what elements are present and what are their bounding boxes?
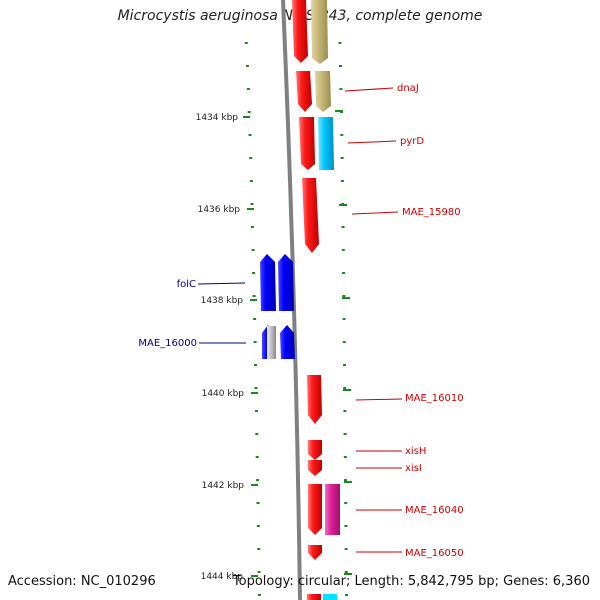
gene-labels: dnaJ pyrD MAE_15980 folC MAE_16000 MAE_1… bbox=[138, 83, 463, 559]
track-dot bbox=[253, 341, 257, 343]
track-dot bbox=[342, 295, 346, 297]
label-MAE_16050: MAE_16050 bbox=[405, 548, 464, 559]
feature-cyan-2 bbox=[323, 594, 337, 600]
track-dot bbox=[342, 341, 346, 343]
gene-folC-b bbox=[278, 254, 294, 311]
genome-summary-text: Topology: circular; Length: 5,842,795 bp… bbox=[232, 574, 590, 589]
gene-xisH bbox=[308, 440, 322, 460]
track-dot bbox=[254, 387, 258, 389]
kbp-label-1438: 1438 kbp bbox=[201, 296, 244, 306]
track-dot bbox=[257, 571, 261, 573]
kbp-label-1442: 1442 kbp bbox=[202, 481, 245, 491]
gene-red-top bbox=[292, 0, 308, 63]
track-dot bbox=[245, 65, 249, 67]
dotted-track-left bbox=[244, 42, 261, 596]
track-dot bbox=[344, 502, 348, 504]
track-dot bbox=[344, 548, 348, 550]
gene-MAE_16010 bbox=[307, 375, 322, 424]
track-dot bbox=[343, 456, 347, 458]
kbp-label-1444: 1444 kbp bbox=[201, 572, 244, 582]
track-dot bbox=[343, 433, 347, 435]
track-dot bbox=[343, 410, 347, 412]
track-dot bbox=[257, 594, 261, 596]
label-pyrD: pyrD bbox=[400, 136, 424, 147]
kbp-label-1434: 1434 kbp bbox=[196, 113, 239, 123]
accession-text: Accession: NC_010296 bbox=[8, 574, 156, 589]
track-dot bbox=[249, 180, 253, 182]
feature-tan-2 bbox=[315, 71, 331, 112]
track-dot bbox=[252, 272, 256, 274]
label-MAE_16040: MAE_16040 bbox=[405, 505, 464, 516]
track-dot bbox=[255, 456, 259, 458]
feature-cyan-1 bbox=[318, 117, 334, 170]
label-xisI: xisI bbox=[405, 463, 422, 474]
track-dot bbox=[252, 295, 256, 297]
track-dot bbox=[342, 318, 346, 320]
track-dot bbox=[251, 249, 255, 251]
feature-grey bbox=[267, 326, 276, 359]
gene-MAE_15980 bbox=[302, 178, 319, 253]
gene-folC bbox=[260, 254, 276, 311]
track-dot bbox=[344, 479, 347, 481]
gene-MAE_16040 bbox=[308, 484, 322, 535]
feature-magenta bbox=[325, 484, 340, 535]
track-dot bbox=[340, 157, 344, 159]
track-dot bbox=[339, 65, 342, 67]
feature-tan-1 bbox=[311, 0, 328, 64]
label-folC: folC bbox=[177, 279, 196, 290]
track-dot bbox=[250, 203, 254, 205]
track-dot bbox=[344, 571, 348, 573]
gene-xisI bbox=[308, 460, 322, 476]
track-dot bbox=[339, 88, 343, 90]
gene-pyrD bbox=[299, 117, 315, 170]
track-dot bbox=[343, 364, 346, 366]
track-dot bbox=[246, 88, 250, 90]
track-dot bbox=[257, 548, 261, 550]
track-dot bbox=[341, 226, 345, 228]
track-dot bbox=[253, 318, 257, 320]
track-dot bbox=[247, 111, 251, 113]
kbp-label-1440: 1440 kbp bbox=[202, 389, 245, 399]
label-MAE_16010: MAE_16010 bbox=[405, 393, 464, 404]
track-dot bbox=[256, 525, 260, 527]
label-MAE_16000: MAE_16000 bbox=[138, 338, 197, 349]
gene-dnaJ bbox=[296, 71, 312, 112]
track-dot bbox=[340, 180, 344, 182]
track-dot bbox=[254, 410, 258, 412]
track-dot bbox=[342, 272, 346, 274]
track-dot bbox=[338, 42, 342, 44]
gene-MAE_16000-b bbox=[280, 325, 295, 359]
kbp-label-1436: 1436 kbp bbox=[198, 205, 241, 215]
track-dot bbox=[345, 594, 348, 596]
right-ticks bbox=[335, 110, 352, 575]
track-dot bbox=[244, 42, 248, 44]
track-dot bbox=[254, 364, 257, 366]
track-dot bbox=[256, 479, 260, 481]
track-dot bbox=[248, 134, 252, 136]
track-dot bbox=[251, 226, 254, 228]
track-dot bbox=[340, 134, 344, 136]
track-dot bbox=[343, 387, 347, 389]
track-dot bbox=[341, 249, 345, 251]
label-dnaJ: dnaJ bbox=[397, 83, 419, 94]
track-dot bbox=[249, 157, 253, 159]
track-dot bbox=[255, 433, 259, 435]
label-MAE_15980: MAE_15980 bbox=[402, 207, 461, 218]
kbp-axis: 1434 kbp 1436 kbp 1438 kbp 1440 kbp 1442… bbox=[196, 113, 258, 582]
label-xisH: xisH bbox=[405, 446, 426, 457]
gene-red-bottom bbox=[307, 594, 321, 600]
track-dot bbox=[344, 525, 348, 527]
gene-MAE_16050 bbox=[308, 545, 322, 560]
track-dot bbox=[256, 502, 260, 504]
